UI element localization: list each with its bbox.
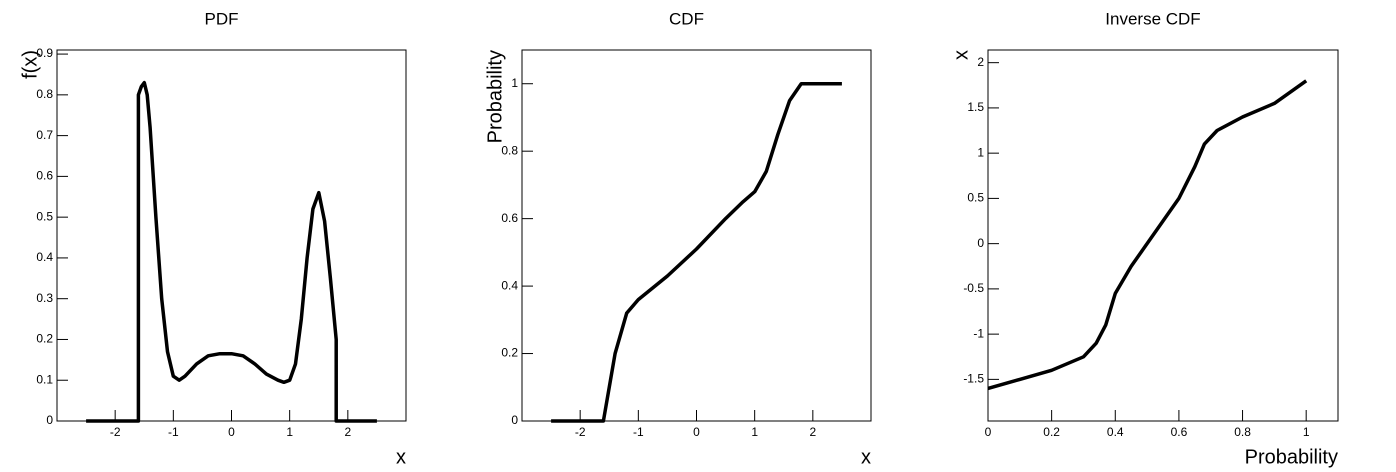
y-axis-label: x (950, 50, 972, 60)
y-tick-label: -1 (973, 326, 984, 340)
plot-frame (987, 49, 1339, 422)
y-tick-label: 2 (977, 55, 984, 69)
x-tick-label: -1 (633, 425, 644, 439)
y-tick-label: 0.7 (36, 128, 53, 142)
x-tick-label: 0 (693, 425, 700, 439)
y-tick-label: 1 (977, 145, 984, 159)
chart-title: PDF (205, 9, 239, 28)
curve (987, 79, 1308, 391)
y-tick-label: 0.2 (501, 346, 518, 360)
y-tick-label: -0.5 (963, 281, 984, 295)
x-tick-label: 0.4 (1107, 425, 1124, 439)
x-tick-label: -2 (575, 425, 586, 439)
y-axis-label: Probability (484, 50, 506, 143)
plot-frame (521, 49, 872, 422)
curve (551, 81, 842, 423)
x-tick-label: 0.2 (1043, 425, 1060, 439)
chart-title: Inverse CDF (1105, 9, 1200, 28)
x-axis-label: Probability (1245, 446, 1338, 468)
x-axis-label: x (861, 446, 871, 468)
x-tick-label: 1 (751, 425, 758, 439)
x-axis-label: x (396, 446, 406, 468)
y-tick-label: 0.3 (36, 291, 53, 305)
y-tick-label: -1.5 (963, 372, 984, 386)
curve (86, 80, 377, 423)
x-tick-label: 0 (228, 425, 235, 439)
y-tick-label: 0.5 (36, 209, 53, 223)
y-tick-label: 0.5 (967, 191, 984, 205)
chart-title: CDF (669, 9, 704, 28)
y-tick-label: 0 (511, 413, 518, 427)
x-tick-label: 2 (809, 425, 816, 439)
x-tick-label: 1 (1303, 425, 1310, 439)
x-tick-label: 0.8 (1234, 425, 1251, 439)
y-tick-label: 0.4 (501, 278, 518, 292)
x-tick-label: 0.6 (1171, 425, 1188, 439)
y-tick-label: 1 (511, 76, 518, 90)
plot-frame (56, 49, 407, 422)
x-tick-label: 2 (344, 425, 351, 439)
y-tick-label: 0.8 (36, 87, 53, 101)
y-tick-label: 0.2 (36, 332, 53, 346)
x-tick-label: 0 (985, 425, 992, 439)
y-tick-label: 0.6 (501, 211, 518, 225)
x-tick-label: 1 (286, 425, 293, 439)
y-tick-label: 0.6 (36, 169, 53, 183)
y-tick-label: 0.1 (36, 372, 53, 386)
y-tick-label: 0 (46, 413, 53, 427)
y-tick-label: 0.9 (36, 46, 53, 60)
y-tick-label: 0 (977, 236, 984, 250)
y-tick-label: 0.8 (501, 143, 518, 157)
y-axis-label: f(x) (19, 50, 41, 79)
x-tick-label: -2 (110, 425, 121, 439)
y-tick-label: 1.5 (967, 100, 984, 114)
y-tick-label: 0.4 (36, 250, 53, 264)
x-tick-label: -1 (168, 425, 179, 439)
